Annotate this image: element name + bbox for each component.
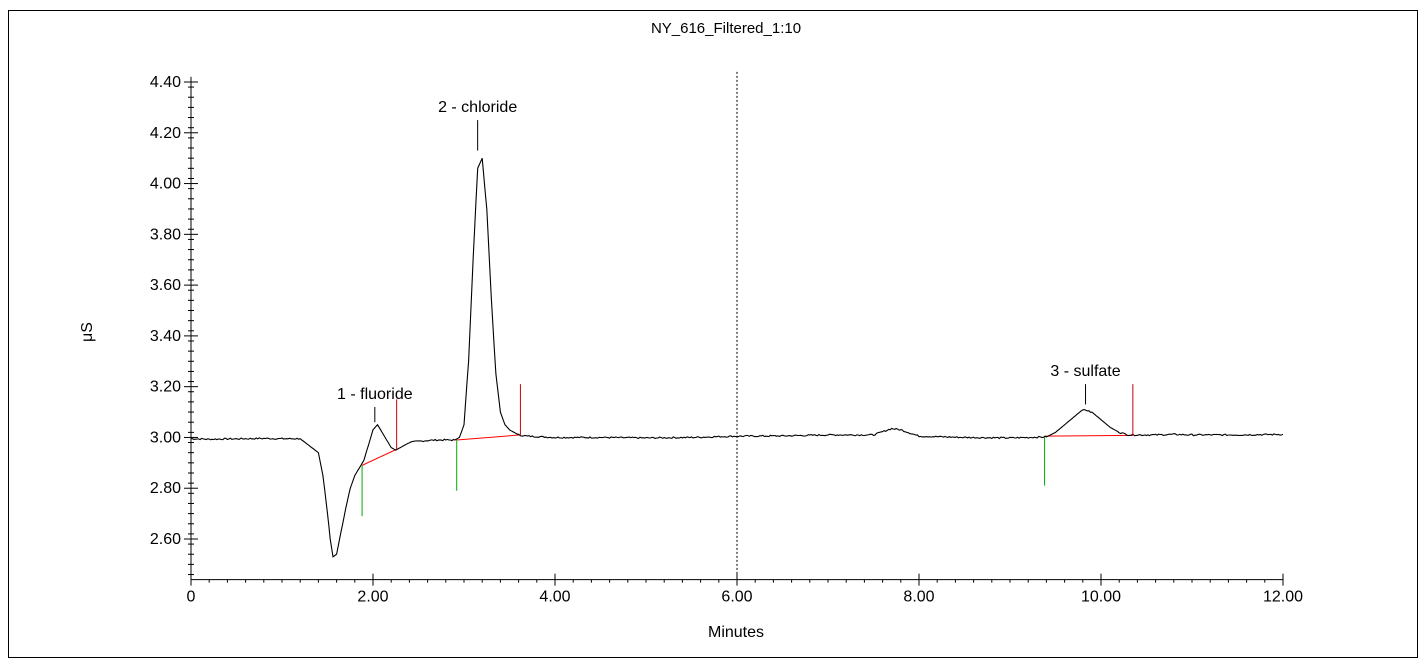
y-tick-label: 4.20 [150,125,181,142]
chart-frame: NY_616_Filtered_1:10 μS Minutes 2.60 2.80… [8,10,1418,658]
y-axis-label: μS [79,322,96,342]
y-tick-label: 4.00 [150,176,181,193]
chart-title: NY_616_Filtered_1:10 [651,20,801,37]
x-axis-label: Minutes [708,624,764,641]
y-tick-label: 3.60 [150,277,181,294]
y-tick-label: 3.80 [150,226,181,243]
x-tick-label: 12.00 [1263,589,1303,606]
chromatogram-chart: NY_616_Filtered_1:10 μS Minutes 2.60 2.80… [79,20,1303,641]
y-tick-label: 3.40 [150,328,181,345]
x-tick-label: 2.00 [357,589,388,606]
peak-label: 2 - chloride [438,99,517,116]
x-tick-label: 8.00 [903,589,934,606]
x-tick-label: 0 [187,589,196,606]
peak-label: 3 - sulfate [1050,363,1120,380]
peak-label: 1 - fluoride [337,386,413,403]
y-tick-label: 3.00 [150,429,181,446]
peak-baseline [456,434,521,441]
peak-baseline [1044,434,1133,437]
peak-baseline [361,448,398,466]
x-tick-label: 4.00 [539,589,570,606]
x-tick-label: 6.00 [721,589,752,606]
y-tick-label: 4.40 [150,74,181,91]
x-tick-label: 10.00 [1081,589,1121,606]
y-tick-label: 2.60 [150,531,181,548]
y-tick-label: 3.20 [150,379,181,396]
chromatogram-trace [191,157,1284,558]
y-tick-label: 2.80 [150,480,181,497]
